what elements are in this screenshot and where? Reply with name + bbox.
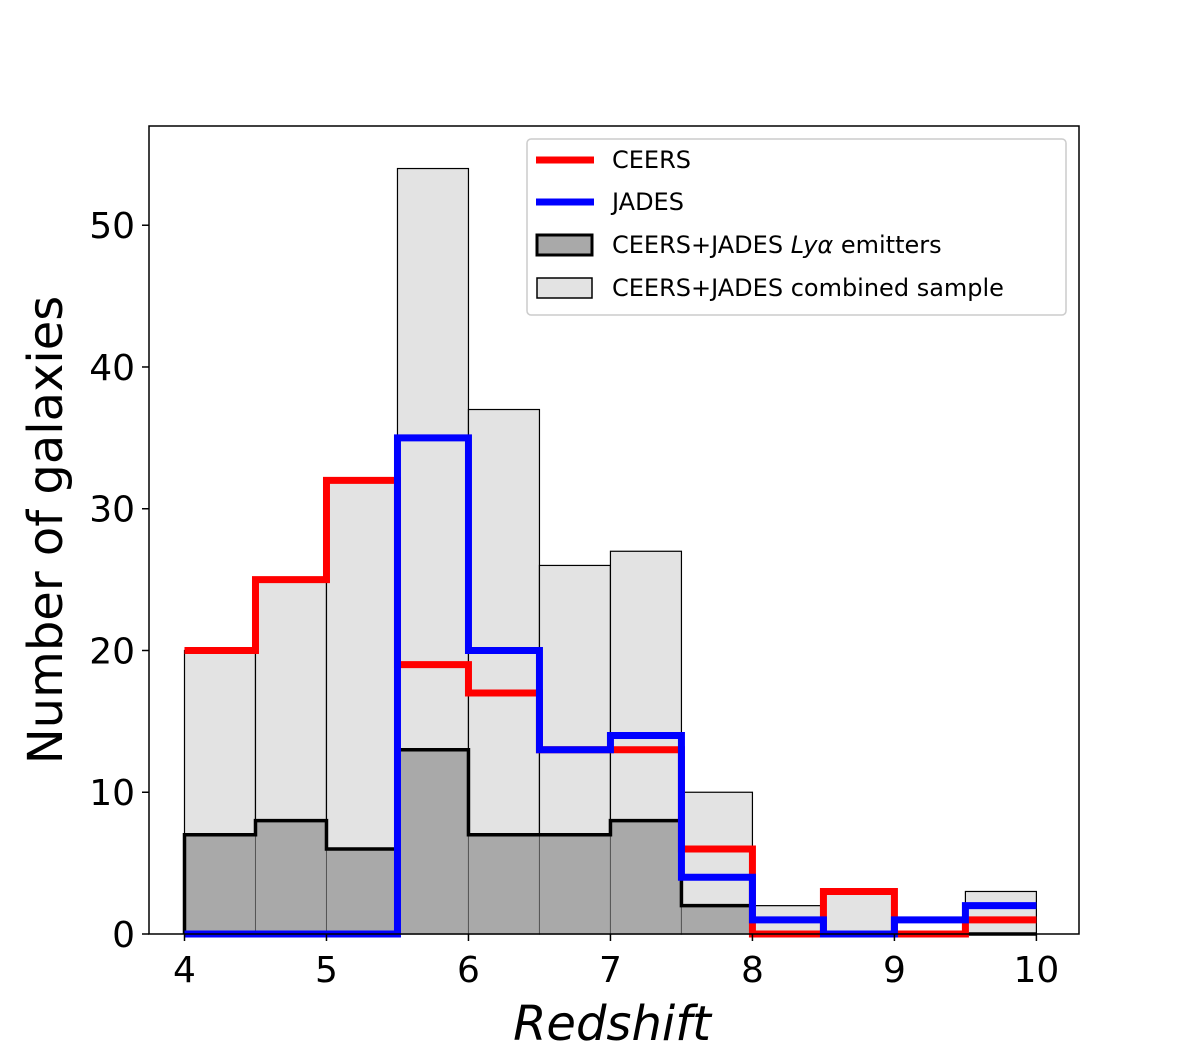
legend-label: JADES: [610, 188, 684, 216]
lya-bar-6: [467, 834, 540, 935]
legend-label: CEERS+JADES Lyα emitters: [612, 231, 942, 259]
lya-bar-6.5: [538, 834, 611, 935]
plot-frame: [148, 125, 1080, 935]
y-tick-label: 0: [112, 915, 135, 956]
series-step-lines: [184, 434, 1037, 938]
x-tick-label: 10: [1013, 950, 1059, 991]
lya-bar-4: [183, 834, 256, 935]
legend-label: CEERS: [612, 146, 691, 174]
x-tick-label: 4: [173, 950, 196, 991]
lya-bar-4.5: [254, 820, 327, 935]
x-tick-label: 9: [883, 950, 906, 991]
combined-bar-9.5: [964, 890, 1038, 935]
y-tick-label: 20: [89, 631, 135, 672]
legend-patch-marker: [536, 277, 593, 299]
y-axis-ticks: 0 10 20 30 40 50: [89, 206, 149, 956]
legend: CEERS JADES CEERS+JADES Lyα emitters CEERS+…: [526, 138, 1067, 316]
legend-box: [526, 138, 1067, 316]
lya-bar-5: [325, 848, 398, 935]
jades-step-line: [184, 434, 1037, 938]
y-tick-label: 30: [89, 490, 135, 531]
x-tick-label: 8: [741, 950, 764, 991]
y-axis-title: Number of galaxies: [18, 296, 74, 765]
lya-bar-7.5: [680, 905, 753, 935]
y-tick-label: 10: [89, 773, 135, 814]
y-tick-label: 40: [89, 348, 135, 389]
lya-bar-7: [609, 820, 682, 935]
x-tick-label: 7: [599, 950, 622, 991]
y-tick-label: 50: [89, 206, 135, 247]
x-axis-ticks: 4 5 6 7 8 9 10: [173, 934, 1059, 991]
x-tick-label: 6: [457, 950, 480, 991]
legend-label: CEERS+JADES combined sample: [612, 274, 1004, 302]
combined-bar-8.5: [822, 890, 896, 935]
x-axis-title: Redshift: [513, 996, 713, 1046]
legend-patch-marker: [535, 233, 594, 257]
x-tick-label: 5: [315, 950, 338, 991]
lya-bar-5.5: [396, 749, 469, 935]
